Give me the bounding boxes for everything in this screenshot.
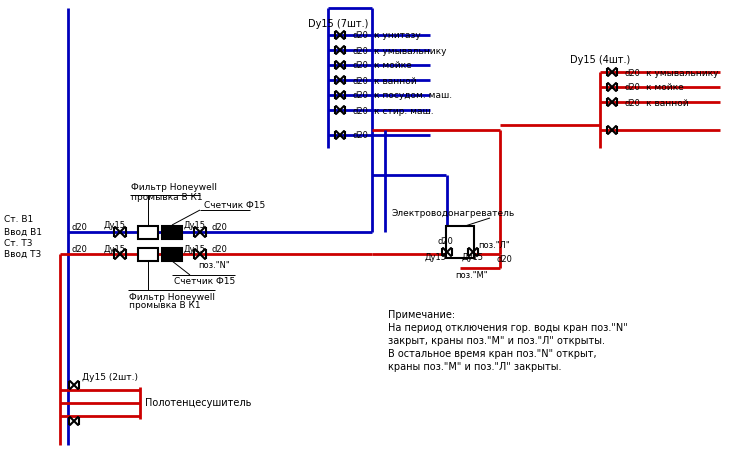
Text: d20: d20 bbox=[353, 47, 369, 55]
Text: Счетчик Ф15: Счетчик Ф15 bbox=[204, 201, 266, 209]
Text: d20: d20 bbox=[353, 76, 369, 86]
Text: Ду15: Ду15 bbox=[462, 253, 484, 262]
Text: Ду15: Ду15 bbox=[104, 222, 126, 230]
Text: промывка В К1: промывка В К1 bbox=[131, 192, 203, 202]
Text: Электроводонагреватель: Электроводонагреватель bbox=[392, 209, 515, 218]
Text: Полотенцесушитель: Полотенцесушитель bbox=[145, 398, 251, 408]
Text: d20: d20 bbox=[625, 69, 641, 77]
Text: к ванной: к ванной bbox=[646, 98, 689, 108]
Text: d20: d20 bbox=[353, 61, 369, 71]
Text: Ввод Т3: Ввод Т3 bbox=[4, 250, 41, 258]
Text: к унитазу: к унитазу bbox=[374, 32, 420, 40]
Text: Ду15 (2шт.): Ду15 (2шт.) bbox=[82, 372, 138, 382]
Text: Dy15 (4шт.): Dy15 (4шт.) bbox=[570, 55, 631, 65]
Bar bbox=[138, 225, 158, 239]
Text: d20: d20 bbox=[72, 245, 88, 255]
Text: Фильтр Honeywell: Фильтр Honeywell bbox=[129, 293, 215, 301]
Text: к мойке: к мойке bbox=[646, 83, 684, 93]
Text: d20: d20 bbox=[625, 98, 641, 108]
Text: Ду15: Ду15 bbox=[184, 222, 206, 230]
Text: На период отключения гор. воды кран поз."N": На период отключения гор. воды кран поз.… bbox=[388, 323, 628, 333]
Text: к умывальнику: к умывальнику bbox=[646, 69, 719, 77]
Text: Dy15 (7шт.): Dy15 (7шт.) bbox=[308, 19, 368, 29]
Text: d20: d20 bbox=[353, 131, 369, 141]
Text: Ст. В1: Ст. В1 bbox=[4, 216, 33, 224]
Text: d20: d20 bbox=[438, 238, 454, 246]
Text: поз."N": поз."N" bbox=[198, 261, 230, 269]
Text: d20: d20 bbox=[212, 223, 228, 231]
Text: d20: d20 bbox=[72, 223, 88, 231]
Text: к умывальнику: к умывальнику bbox=[374, 47, 447, 55]
Text: d20: d20 bbox=[353, 32, 369, 40]
Text: d20: d20 bbox=[353, 92, 369, 100]
Text: Фильтр Honeywell: Фильтр Honeywell bbox=[131, 184, 217, 192]
Text: Счетчик Ф15: Счетчик Ф15 bbox=[174, 277, 236, 285]
Text: Примечание:: Примечание: bbox=[388, 310, 455, 320]
Text: к посудом. маш.: к посудом. маш. bbox=[374, 92, 452, 100]
Text: Ду15: Ду15 bbox=[425, 253, 447, 262]
Text: закрыт, краны поз."M" и поз."Л" открыты.: закрыт, краны поз."M" и поз."Л" открыты. bbox=[388, 336, 605, 346]
Text: поз."Л": поз."Л" bbox=[478, 241, 509, 251]
Text: к ванной: к ванной bbox=[374, 76, 417, 86]
Bar bbox=[138, 247, 158, 261]
Text: В остальное время кран поз."N" открыт,: В остальное время кран поз."N" открыт, bbox=[388, 349, 597, 359]
Bar bbox=[162, 225, 182, 239]
Text: d20: d20 bbox=[353, 107, 369, 115]
Text: d20: d20 bbox=[497, 256, 513, 265]
Text: Ст. Т3: Ст. Т3 bbox=[4, 240, 32, 249]
Text: Ду15: Ду15 bbox=[184, 245, 206, 253]
Text: Ввод В1: Ввод В1 bbox=[4, 228, 42, 236]
Text: к стир. маш.: к стир. маш. bbox=[374, 107, 434, 115]
Text: поз."М": поз."М" bbox=[455, 271, 488, 279]
Text: Ду15: Ду15 bbox=[104, 245, 126, 253]
Text: d20: d20 bbox=[212, 245, 228, 255]
Text: d20: d20 bbox=[625, 83, 641, 93]
Text: к мойке: к мойке bbox=[374, 61, 411, 71]
Bar bbox=[446, 226, 474, 258]
Bar bbox=[162, 247, 182, 261]
Text: промывка В К1: промывка В К1 bbox=[129, 300, 200, 310]
Text: краны поз."M" и поз."Л" закрыты.: краны поз."M" и поз."Л" закрыты. bbox=[388, 362, 562, 372]
